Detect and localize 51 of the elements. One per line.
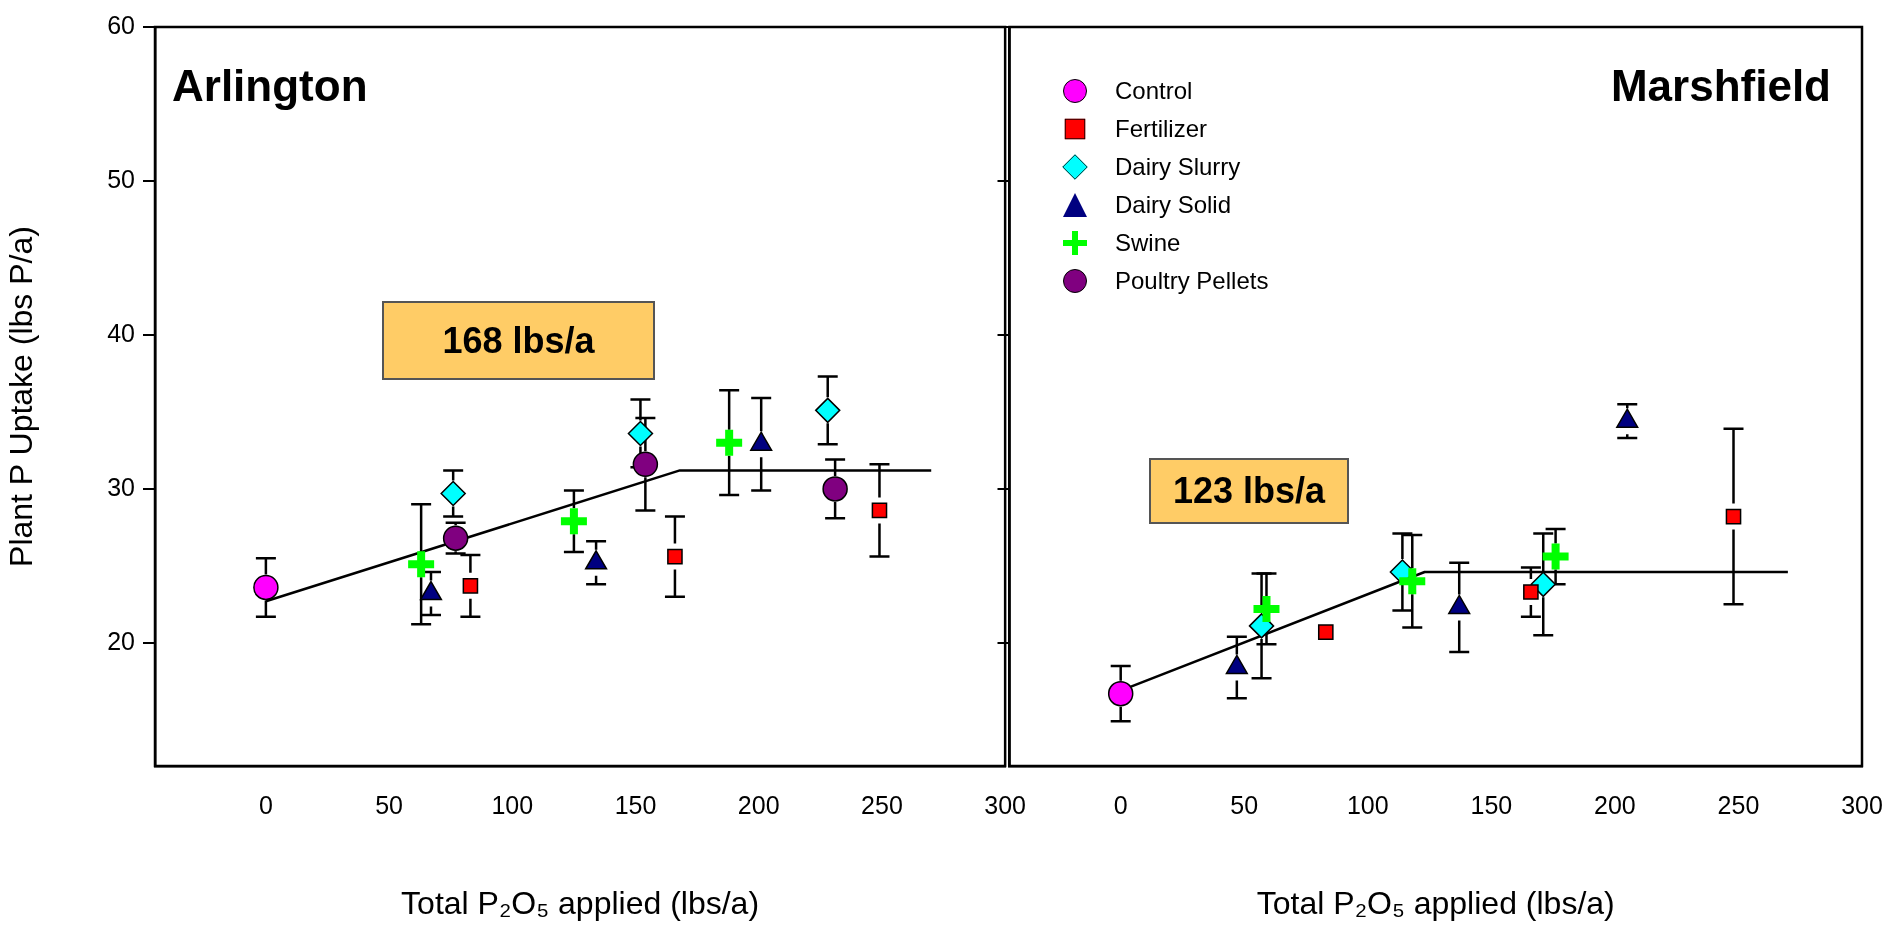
point xyxy=(716,429,743,456)
point xyxy=(814,397,841,424)
x-tick-label: 0 xyxy=(258,790,273,819)
x-tick-label: 300 xyxy=(984,790,1026,819)
x-tick-label: 100 xyxy=(491,790,534,819)
point xyxy=(1107,680,1134,707)
x-tick-label: 100 xyxy=(1346,790,1389,819)
point xyxy=(1317,624,1334,640)
legend-label: Dairy Slurry xyxy=(1115,153,1241,181)
point xyxy=(1725,508,1742,525)
y-tick-label: 20 xyxy=(107,626,135,655)
point xyxy=(560,508,587,535)
x-tick-label: 250 xyxy=(1717,790,1760,819)
point xyxy=(1399,568,1426,595)
point xyxy=(408,551,435,578)
y-tick-label: 50 xyxy=(107,164,135,193)
legend-label: Swine xyxy=(1115,229,1181,257)
legend-label: Dairy Solid xyxy=(1115,191,1232,219)
y-axis-title: Plant P Uptake (lbs P/a) xyxy=(3,226,40,567)
point xyxy=(1542,543,1569,570)
point xyxy=(822,476,848,502)
x-tick-label: 200 xyxy=(1594,790,1636,819)
point xyxy=(253,574,279,601)
point xyxy=(440,480,466,507)
point xyxy=(871,502,888,519)
point xyxy=(1253,595,1280,622)
y-tick-label: 30 xyxy=(107,472,135,501)
x-tick-label: 0 xyxy=(1113,790,1128,819)
point xyxy=(667,548,683,565)
x-axis-title: Total P₂O₅ applied (lbs/a) xyxy=(1256,884,1615,921)
y-tick-label: 60 xyxy=(107,10,135,39)
point xyxy=(632,451,659,477)
text: Arlington xyxy=(172,61,368,111)
legend-label: Control xyxy=(1115,77,1193,105)
note-box: 123 lbs/a xyxy=(1149,458,1349,524)
point xyxy=(627,420,654,447)
point xyxy=(462,578,479,594)
x-tick-label: 150 xyxy=(1470,790,1513,819)
point xyxy=(1523,584,1539,600)
note-box: 168 lbs/a xyxy=(382,301,655,380)
x-tick-label: 50 xyxy=(375,790,403,819)
x-tick-label: 300 xyxy=(1841,790,1883,819)
x-axis-title: Total P₂O₅ applied (lbs/a) xyxy=(401,884,760,921)
text: Marshfield xyxy=(1610,61,1831,111)
legend-label: Poultry Pellets xyxy=(1115,267,1269,295)
legend-label: Fertilizer xyxy=(1115,115,1208,143)
x-tick-label: 50 xyxy=(1230,790,1259,819)
x-tick-label: 150 xyxy=(614,790,657,819)
x-tick-label: 200 xyxy=(737,790,780,819)
y-tick-label: 40 xyxy=(107,318,135,347)
x-tick-label: 250 xyxy=(861,790,903,819)
